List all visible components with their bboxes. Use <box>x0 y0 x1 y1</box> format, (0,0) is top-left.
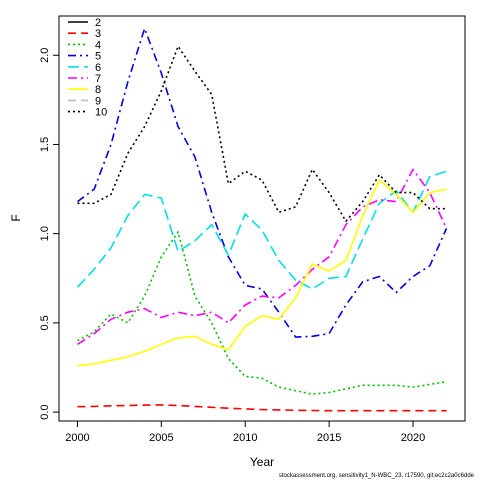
y-tick-label: 1.5 <box>39 137 51 152</box>
x-axis-title: Year <box>250 455 274 469</box>
legend-label-3: 3 <box>95 28 101 40</box>
legend-label-4: 4 <box>95 39 101 51</box>
y-tick-label: 2.0 <box>39 48 51 63</box>
legend-label-8: 8 <box>95 84 101 96</box>
legend-label-2: 2 <box>95 17 101 29</box>
y-axis: 0.0 0.5 1.0 1.5 2.0 <box>39 48 59 420</box>
x-tick-label: 2000 <box>65 432 89 444</box>
legend-label-7: 7 <box>95 73 101 85</box>
y-tick-label: 0.5 <box>39 315 51 330</box>
legend-label-5: 5 <box>95 51 101 63</box>
chart-caption: stockassessment.org, sensitivity1_N-WBC_… <box>279 473 475 479</box>
x-tick-label: 2015 <box>317 432 341 444</box>
series-line-10 <box>77 45 447 222</box>
plot-frame <box>58 15 466 422</box>
x-tick-label: 2010 <box>233 432 257 444</box>
series-line-8 <box>77 179 447 367</box>
series-line-3 <box>77 404 447 412</box>
y-tick-label: 1.0 <box>39 226 51 241</box>
series-line-5 <box>77 27 448 338</box>
legend-label-10: 10 <box>95 107 107 119</box>
x-tick-label: 2020 <box>401 432 425 444</box>
y-axis-title: F <box>9 214 23 221</box>
legend-label-6: 6 <box>95 62 101 74</box>
y-tick-label: 0.0 <box>39 404 51 419</box>
x-axis: 2000 2005 2010 2015 2020 <box>65 421 425 444</box>
series-line-7 <box>77 168 448 345</box>
series-line-4 <box>77 231 447 395</box>
plot-lines <box>76 27 448 412</box>
x-tick-label: 2005 <box>149 432 173 444</box>
series-line-6 <box>76 170 447 290</box>
legend-label-9: 9 <box>95 95 101 107</box>
